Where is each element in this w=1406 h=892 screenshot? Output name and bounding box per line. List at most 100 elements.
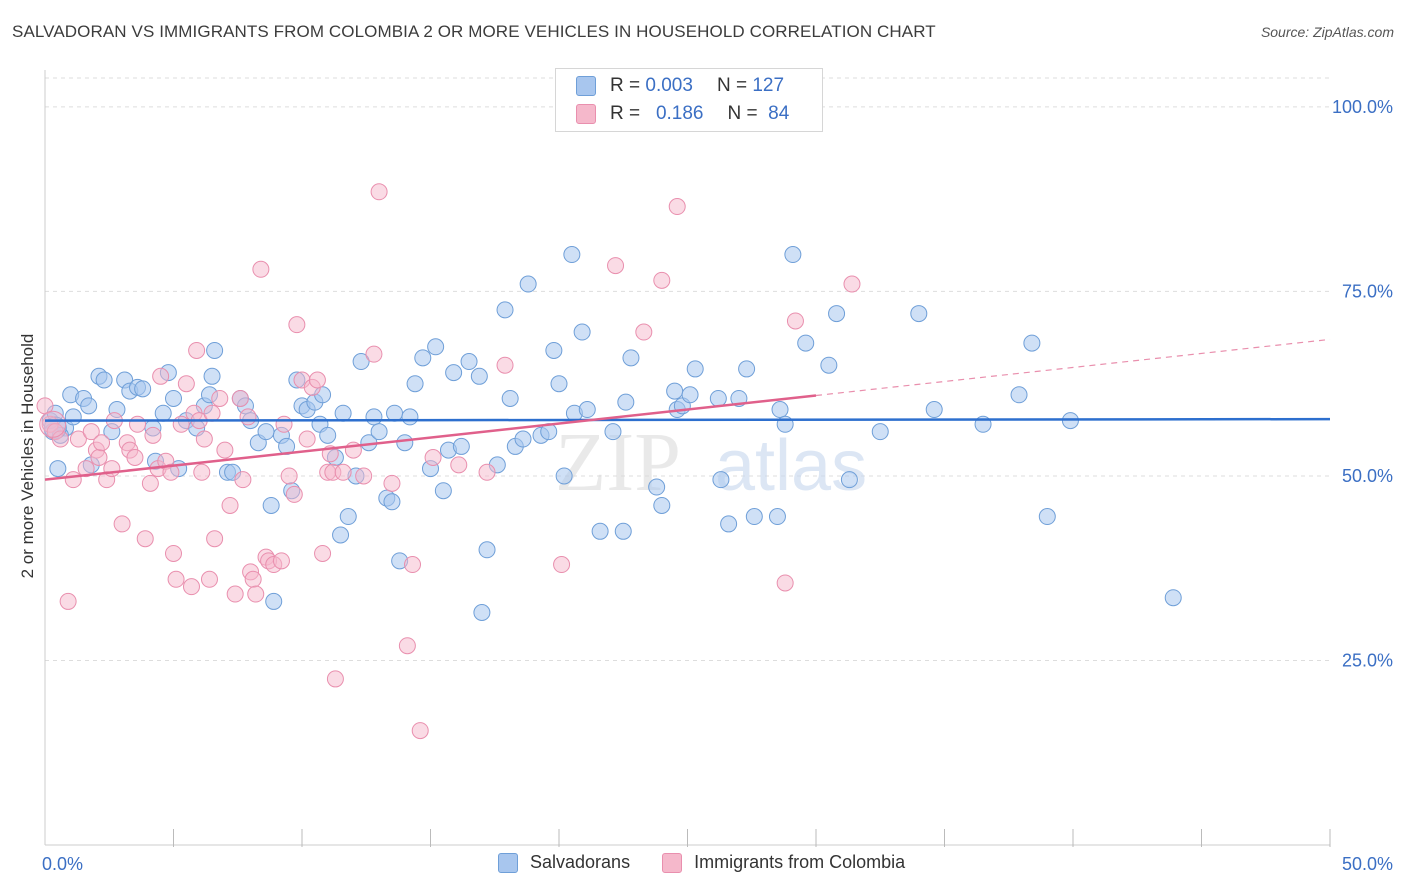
salvadorans-point — [771, 401, 789, 419]
salvadorans-point — [501, 389, 519, 407]
salvadorans-point — [154, 404, 172, 422]
salvadorans-point — [622, 349, 640, 367]
salvadorans-point — [206, 341, 224, 359]
colombia-point — [786, 312, 804, 330]
salvadorans-point — [452, 437, 470, 455]
salvadorans-point — [686, 360, 704, 378]
series-colombia — [36, 183, 861, 740]
colombia-point — [496, 356, 514, 374]
colombia-point — [216, 441, 234, 459]
salvadorans-point — [1010, 386, 1028, 404]
salvadorans-point — [720, 515, 738, 533]
salvadorans-point — [496, 301, 514, 319]
salvadorans-point — [871, 423, 889, 441]
salvadorans-point — [332, 526, 350, 544]
watermark-atlas: atlas — [715, 426, 867, 506]
series-salvadorans — [41, 246, 1182, 621]
colombia-point — [247, 585, 265, 603]
salvadorans-point — [478, 541, 496, 559]
salvadorans-point — [352, 353, 370, 371]
salvadorans-point — [95, 371, 113, 389]
salvadorans-point — [265, 592, 283, 610]
salvadorans-point — [514, 430, 532, 448]
salvadorans-point — [666, 382, 684, 400]
salvadorans-point — [203, 367, 221, 385]
r-value: 0.003 — [645, 75, 693, 96]
salvadorans-point — [64, 408, 82, 426]
salvadorans-point — [1164, 589, 1182, 607]
colombia-point — [126, 449, 144, 466]
salvadorans-point — [134, 380, 152, 398]
salvadorans-point — [604, 423, 622, 441]
salvadorans-point — [797, 334, 815, 352]
source-label: Source: ZipAtlas.com — [1260, 24, 1394, 40]
colombia-point — [370, 183, 388, 201]
legend-item-colombia[interactable]: Immigrants from Colombia — [662, 852, 905, 873]
r-value: 0.186 — [655, 103, 704, 124]
colombia-point — [314, 544, 332, 562]
salvadorans-point — [653, 496, 671, 514]
salvadorans-point — [519, 275, 537, 293]
colombia-point — [275, 415, 293, 433]
salvadorans-point — [784, 246, 802, 264]
y-axis-label: 2 or more Vehicles in Household — [18, 334, 37, 579]
salvadorans-point — [563, 246, 581, 264]
salvadorans-point — [257, 423, 275, 441]
salvadorans-point — [745, 508, 763, 526]
colombia-point — [272, 552, 290, 570]
salvadorans-point — [473, 604, 491, 621]
colombia-point — [141, 474, 159, 492]
y-tick-label-100: 100.0% — [1332, 97, 1393, 117]
salvadorans-point — [681, 386, 699, 404]
colombia-point — [398, 637, 416, 655]
swatch-pink — [662, 852, 683, 873]
colombia-point — [226, 585, 244, 603]
colombia-point — [165, 544, 182, 562]
y-tick-label-75: 75.0% — [1342, 281, 1393, 301]
salvadorans-point — [738, 360, 756, 378]
x-tick-label-50: 50.0% — [1342, 854, 1393, 874]
salvadorans-point — [828, 305, 846, 323]
colombia-point — [355, 467, 373, 485]
trend-lines — [44, 338, 1331, 481]
salvadorans-point — [165, 389, 182, 407]
colombia-point — [162, 463, 180, 481]
salvadorans-point — [591, 522, 609, 540]
salvadorans-point — [712, 471, 730, 489]
colombia-point — [231, 389, 249, 407]
colombia-point — [172, 415, 190, 433]
colombia-point — [334, 463, 352, 481]
stats-legend: R = 0.003 N = 127 R = 0.186 N = 84 — [555, 68, 823, 132]
salvadorans-point — [434, 482, 452, 500]
salvadorans-point — [401, 408, 419, 426]
salvadorans-point — [383, 493, 401, 511]
colombia-point — [82, 423, 100, 441]
stats-row-salvadorans: R = 0.003 N = 127 — [576, 73, 784, 99]
trend-line-colombia — [44, 394, 817, 481]
trend-line-salvadorans — [44, 417, 1331, 422]
colombia-point — [553, 556, 571, 574]
n-label: N = — [716, 75, 748, 96]
colombia-point — [234, 471, 252, 489]
salvadorans-point — [573, 323, 591, 341]
colombia-point — [193, 463, 211, 481]
colombia-point — [288, 316, 306, 334]
colombia-point — [167, 570, 185, 588]
salvadorans-point — [262, 496, 280, 514]
r-label: R = — [610, 103, 641, 124]
colombia-point — [668, 198, 686, 216]
r-label: R = — [610, 75, 641, 96]
trend-line-colombia-extension — [815, 338, 1331, 397]
colombia-point — [404, 556, 422, 574]
salvadorans-point — [80, 397, 98, 415]
colombia-point — [411, 722, 429, 740]
colombia-point — [90, 449, 108, 466]
colombia-point — [136, 530, 154, 548]
colombia-point — [478, 463, 496, 481]
salvadorans-point — [545, 341, 563, 359]
legend-item-salvadorans[interactable]: Salvadorans — [498, 852, 630, 873]
x-tick-label-0: 0.0% — [42, 854, 83, 874]
salvadorans-point — [550, 375, 568, 393]
colombia-point — [144, 426, 162, 444]
